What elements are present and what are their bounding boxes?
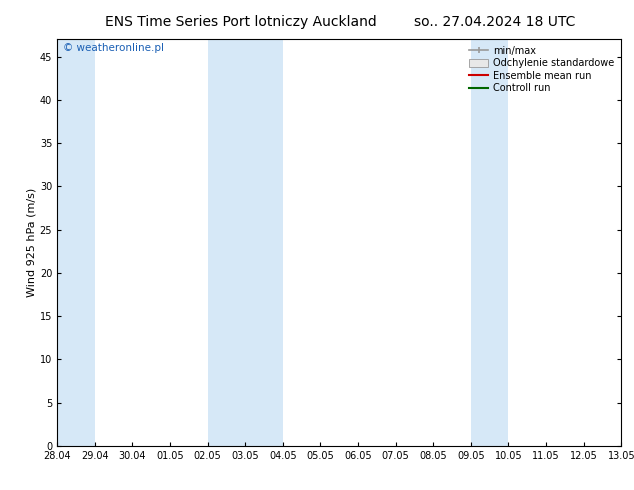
- Text: so.. 27.04.2024 18 UTC: so.. 27.04.2024 18 UTC: [414, 15, 575, 29]
- Text: © weatheronline.pl: © weatheronline.pl: [63, 43, 164, 53]
- Bar: [57, 39, 94, 446]
- Bar: [207, 39, 283, 446]
- Text: ENS Time Series Port lotniczy Auckland: ENS Time Series Port lotniczy Auckland: [105, 15, 377, 29]
- Y-axis label: Wind 925 hPa (m/s): Wind 925 hPa (m/s): [27, 188, 37, 297]
- Legend: min/max, Odchylenie standardowe, Ensemble mean run, Controll run: min/max, Odchylenie standardowe, Ensembl…: [467, 44, 616, 95]
- Bar: [471, 39, 508, 446]
